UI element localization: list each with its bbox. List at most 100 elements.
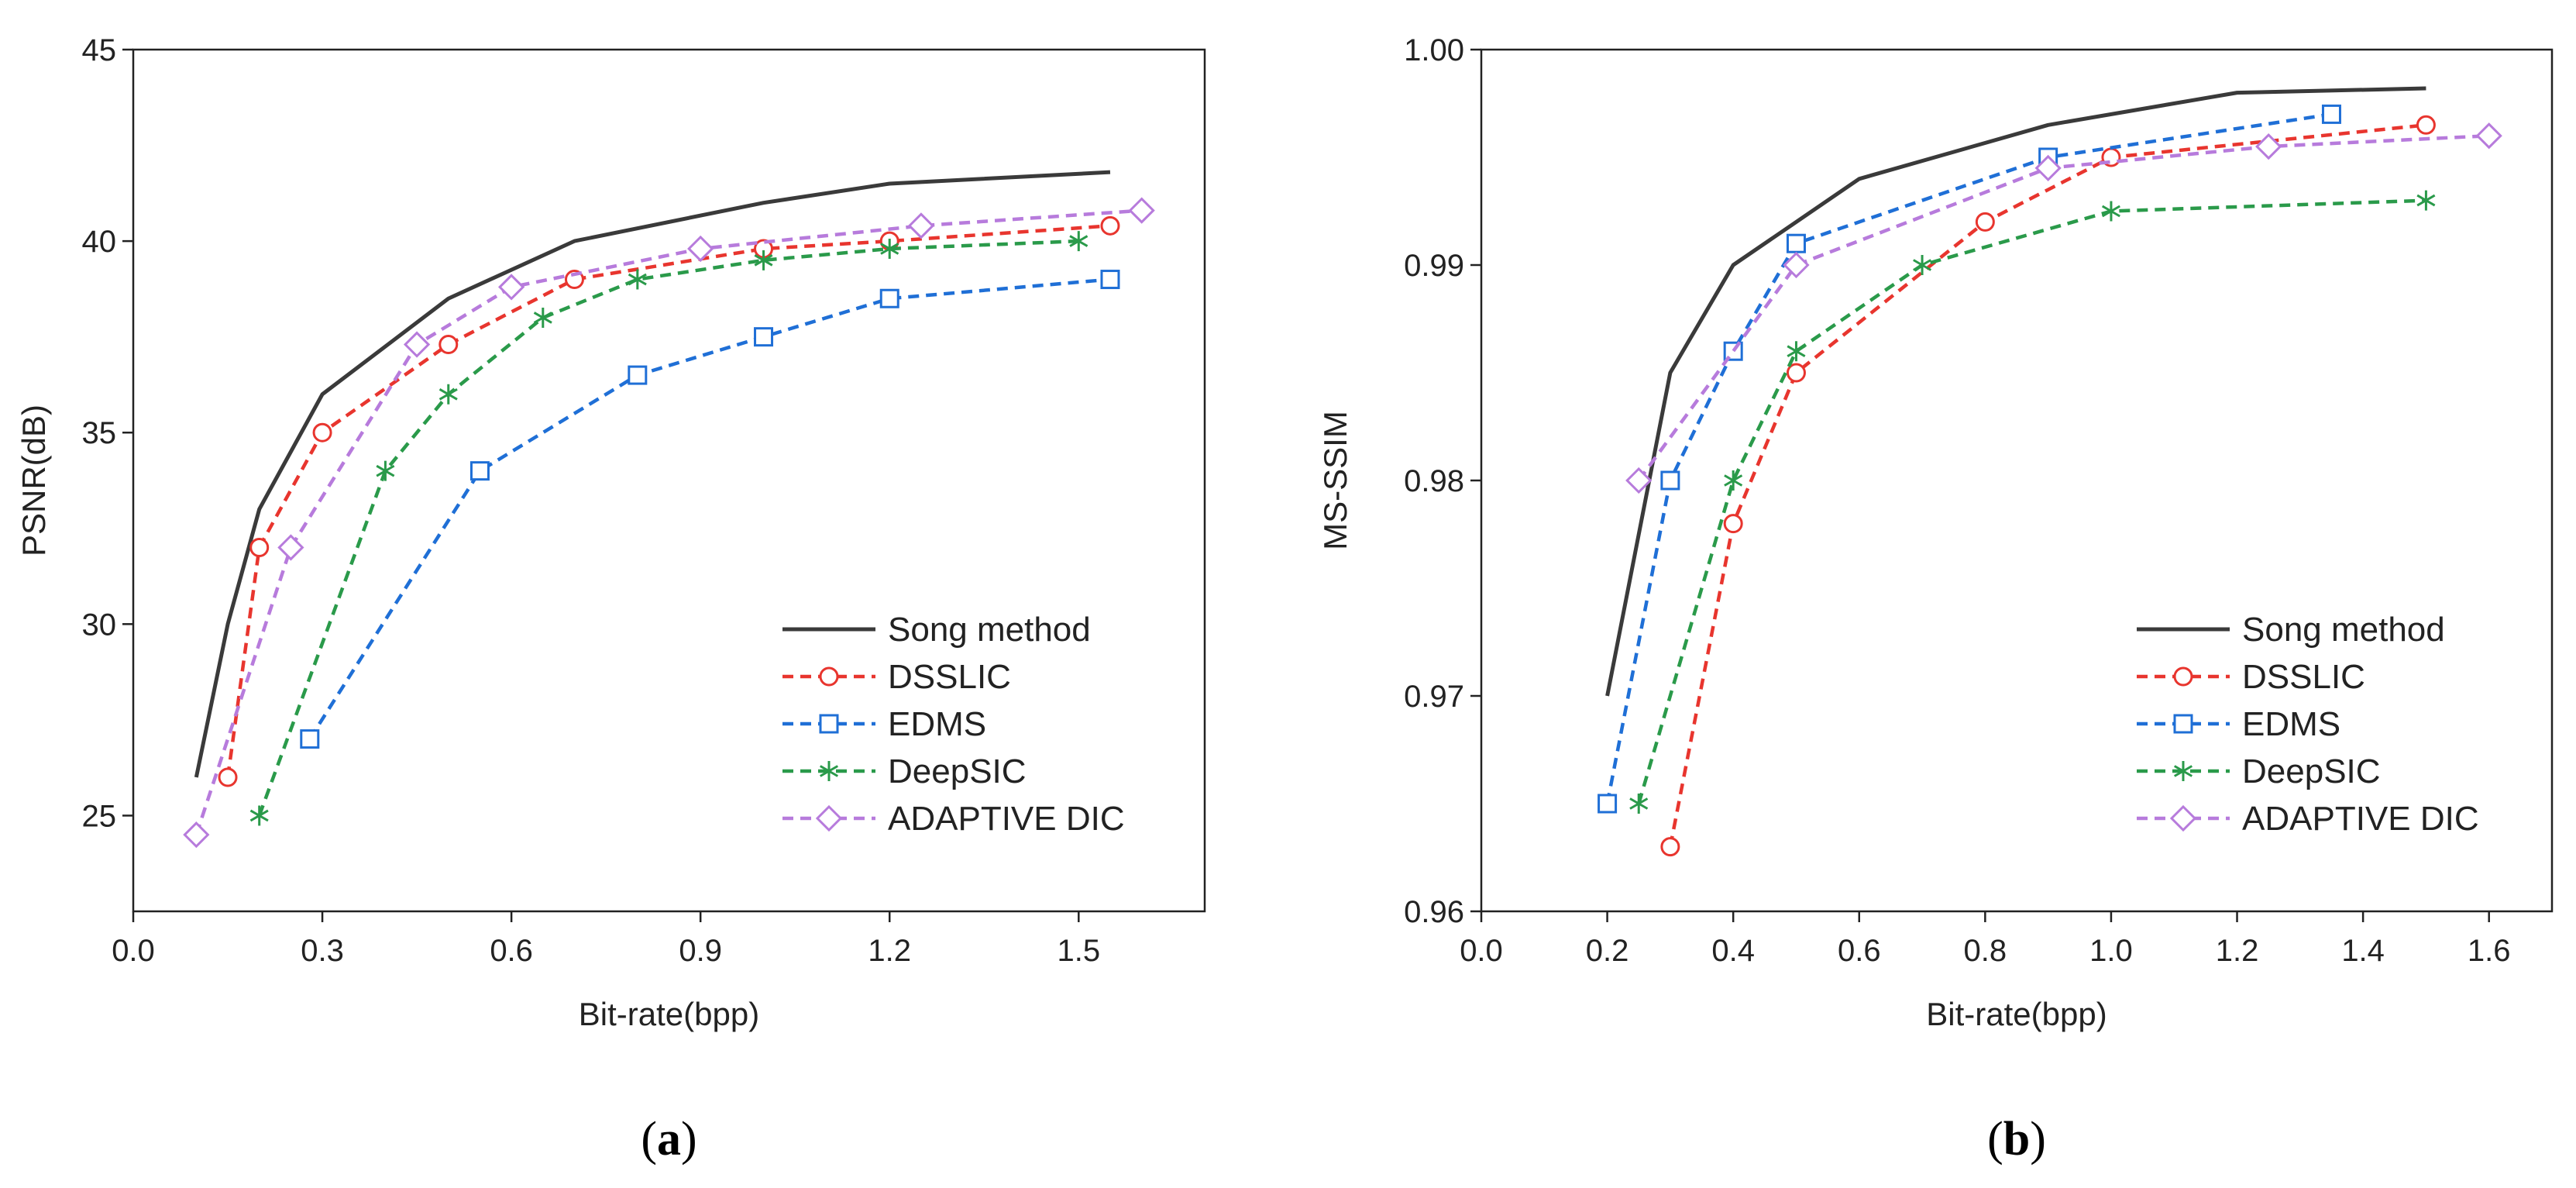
panel-b-x-tick-label: 0.8 <box>1964 934 2007 968</box>
panel-b-legend: Song method DSSLIC EDMS DeepSIC ADAPTIVE DIC <box>2137 611 2479 838</box>
panel-b-series-edms <box>1599 105 2340 812</box>
panel-b-series-deepsic-point-0 <box>1630 794 1648 814</box>
panel-b-label-close: ) <box>2030 1113 2046 1166</box>
panel-b-label-letter: b <box>2003 1113 2030 1166</box>
panel-b-series-adaptive-dic-point-1 <box>1784 253 1807 277</box>
panel-b-legend-entry-edms: EDMS <box>2137 705 2340 743</box>
panel-b-series-dsslic-point-5 <box>2417 116 2434 133</box>
panel-a-legend-entry-dsslic: DSSLIC <box>782 658 1011 696</box>
panel-a-series-edms-point-4 <box>881 290 898 307</box>
panel-b-y-axis-label: MS-SSIM <box>1317 411 1353 550</box>
panel-b-legend-entry-dsslic-marker-point-0 <box>2175 668 2192 685</box>
panel-b-legend-entry-dsslic: DSSLIC <box>2137 658 2365 696</box>
panel-b-x-tick-label: 1.2 <box>2216 934 2259 968</box>
panel-b-y-tick-label: 0.98 <box>1404 464 1464 498</box>
panel-a-series-edms-point-1 <box>471 463 488 480</box>
panel-b-chart: 0.0 0.2 0.4 0.6 0.8 1.0 1.2 1.4 1.60.960.970.980… <box>1317 33 2552 1166</box>
panel-b-series-deepsic-point-5 <box>2417 191 2435 211</box>
panel-a-legend-entry-adaptive-dic-marker-point-0 <box>817 807 841 830</box>
panel-b-legend-entry-edms-marker-point-0 <box>2175 715 2192 732</box>
panel-b-series-deepsic-point-2 <box>1787 341 1805 361</box>
panel-b-series-adaptive-dic-point-3 <box>2257 135 2280 158</box>
panel-a-series-dsslic-point-3 <box>440 336 457 353</box>
panel-b-legend-entry-edms-label: EDMS <box>2242 705 2340 743</box>
figure: 0.0 0.3 0.6 0.9 1.2 1.52530354045Bit-rate(bpp… <box>0 0 2576 1188</box>
panel-a-x-tick-label: 0.6 <box>490 934 533 968</box>
panel-a-series-edms-point-0 <box>301 731 318 748</box>
panel-a-series-adaptive-dic-line <box>196 211 1141 835</box>
panel-a-series-deepsic-point-2 <box>440 384 458 405</box>
panel-a-series-dsslic <box>219 217 1119 786</box>
panel-b-x-tick-label: 0.0 <box>1460 934 1503 968</box>
panel-b-x-tick-label: 0.6 <box>1838 934 1881 968</box>
panel-a-label-letter: a <box>657 1113 681 1166</box>
panel-a-legend-entry-deepsic: DeepSIC <box>782 752 1027 790</box>
panel-b-x-axis-label: Bit-rate(bpp) <box>1926 996 2107 1032</box>
panel-b-label-open: ( <box>1987 1113 2003 1166</box>
panel-a-legend-entry-dsslic-marker-point-0 <box>820 668 837 685</box>
panel-b-series-edms-point-5 <box>2323 105 2340 122</box>
panel-a-label: (a) <box>641 1113 696 1166</box>
panel-a-legend-entry-adaptive-dic-label: ADAPTIVE DIC <box>888 800 1125 838</box>
panel-a-x-tick-label: 0.3 <box>301 934 344 968</box>
panel-b-series-edms-point-0 <box>1599 795 1616 812</box>
panel-b-series-dsslic <box>1662 116 2435 855</box>
panel-b-y-tick-label: 0.96 <box>1404 895 1464 929</box>
panel-a-series-adaptive-dic <box>184 199 1153 847</box>
panel-a-x-tick-label: 1.5 <box>1057 934 1100 968</box>
panel-a-x-tick-label: 0.0 <box>112 934 155 968</box>
panel-a-series-edms-point-5 <box>1102 271 1119 288</box>
panel-b-series-dsslic-point-1 <box>1725 515 1742 532</box>
panel-a-y-tick-label: 35 <box>82 416 117 450</box>
panel-a-x-tick-label: 0.9 <box>679 934 722 968</box>
panel-a-legend-entry-dsslic-label: DSSLIC <box>888 658 1011 696</box>
panel-a-x-tick-label: 1.2 <box>868 934 911 968</box>
panel-a-series-adaptive-dic-point-3 <box>500 275 523 298</box>
panel-b-legend-entry-song-method-label: Song method <box>2242 611 2445 649</box>
panel-b-series-edms-point-3 <box>1787 235 1804 252</box>
panel-a-y-tick-label: 30 <box>82 608 117 642</box>
panel-a-legend-entry-edms-label: EDMS <box>888 705 986 743</box>
panel-a-series-adaptive-dic-point-2 <box>405 333 428 356</box>
panel-a-series-adaptive-dic-point-6 <box>1130 199 1154 222</box>
panel-b-x-tick-label: 1.6 <box>2468 934 2511 968</box>
panel-b-legend-entry-adaptive-dic: ADAPTIVE DIC <box>2137 800 2479 838</box>
panel-b-legend-entry-adaptive-dic-label: ADAPTIVE DIC <box>2242 800 2479 838</box>
panel-b-legend-entry-deepsic-label: DeepSIC <box>2242 752 2381 790</box>
panel-b-y-tick-label: 0.99 <box>1404 249 1464 283</box>
panel-a-series-edms-point-2 <box>629 367 646 384</box>
panel-a-plot-frame <box>133 50 1205 911</box>
panel-b-series-dsslic-point-3 <box>1976 213 1993 230</box>
panel-a-series-edms-point-3 <box>755 329 772 346</box>
panel-a-series-dsslic-point-0 <box>219 769 236 786</box>
panel-b-label: (b) <box>1987 1113 2046 1166</box>
panel-a-x-axis-label: Bit-rate(bpp) <box>579 996 759 1032</box>
panel-a-legend-entry-adaptive-dic: ADAPTIVE DIC <box>782 800 1125 838</box>
panel-a-legend-entry-edms-marker-point-0 <box>820 715 837 732</box>
panel-b-series-adaptive-dic-line <box>1639 136 2488 480</box>
panel-a-series-deepsic-point-0 <box>250 805 268 825</box>
panel-b-series-edms-line <box>1608 114 2332 804</box>
panel-b-legend-entry-adaptive-dic-marker-point-0 <box>2172 807 2195 830</box>
panel-a-legend: Song method DSSLIC EDMS DeepSIC ADAPTIVE DIC <box>782 611 1125 838</box>
panel-a-y-axis-label: PSNR(dB) <box>15 405 52 556</box>
panel-b-legend-entry-song-method: Song method <box>2137 611 2445 649</box>
panel-a-label-close: ) <box>681 1113 697 1166</box>
panel-b-series-deepsic-point-3 <box>1914 255 1931 275</box>
panel-a-series-dsslic-point-7 <box>1102 217 1119 234</box>
panel-a-y-tick-label: 25 <box>82 799 117 833</box>
panel-b-y-tick-label: 1.00 <box>1404 33 1464 67</box>
panel-b-y-tick-label: 0.97 <box>1404 680 1464 714</box>
panel-b-x-tick-label: 0.4 <box>1711 934 1755 968</box>
panel-a-y-tick-label: 40 <box>82 225 117 259</box>
panel-a-legend-entry-song-method: Song method <box>782 611 1091 649</box>
panel-a-legend-entry-edms: EDMS <box>782 705 986 743</box>
panel-b-x-tick-label: 1.0 <box>2089 934 2133 968</box>
panel-b-legend-entry-deepsic: DeepSIC <box>2137 752 2381 790</box>
panel-b-legend-entry-dsslic-label: DSSLIC <box>2242 658 2365 696</box>
panel-b-series-deepsic-point-1 <box>1725 470 1742 491</box>
panel-b-series-edms-point-1 <box>1662 472 1679 489</box>
panel-a-series-adaptive-dic-point-0 <box>184 823 208 846</box>
panel-a-series-dsslic-point-2 <box>314 424 331 441</box>
panel-a-chart: 0.0 0.3 0.6 0.9 1.2 1.5 25 30 35 40 45 Bit-rate(bpp… <box>15 33 1205 1166</box>
